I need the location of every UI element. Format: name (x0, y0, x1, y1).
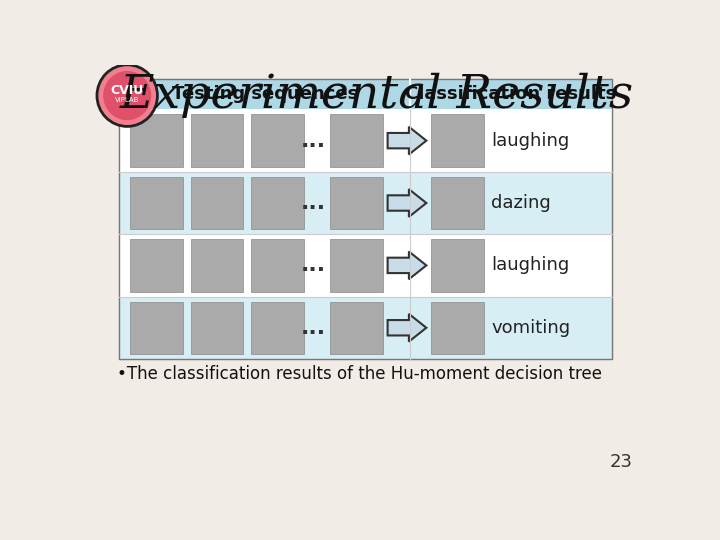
FancyBboxPatch shape (431, 177, 484, 229)
Text: vomiting: vomiting (492, 319, 570, 337)
Polygon shape (387, 314, 426, 342)
FancyBboxPatch shape (130, 301, 183, 354)
FancyBboxPatch shape (120, 296, 611, 359)
FancyBboxPatch shape (431, 239, 484, 292)
FancyBboxPatch shape (251, 177, 304, 229)
FancyBboxPatch shape (330, 239, 383, 292)
Polygon shape (387, 252, 426, 279)
Ellipse shape (103, 71, 151, 120)
Text: VIPLAB: VIPLAB (115, 97, 140, 103)
Polygon shape (387, 127, 426, 154)
Text: Experimental Results: Experimental Results (120, 73, 634, 118)
FancyBboxPatch shape (251, 114, 304, 167)
FancyBboxPatch shape (120, 79, 611, 110)
Text: ...: ... (301, 318, 325, 338)
Text: Testing sequences: Testing sequences (171, 85, 358, 103)
FancyBboxPatch shape (130, 177, 183, 229)
FancyBboxPatch shape (330, 177, 383, 229)
Text: laughing: laughing (492, 256, 570, 274)
FancyBboxPatch shape (130, 114, 183, 167)
Text: •The classification results of the Hu-moment decision tree: •The classification results of the Hu-mo… (117, 366, 602, 383)
FancyBboxPatch shape (251, 301, 304, 354)
FancyBboxPatch shape (431, 301, 484, 354)
Text: ...: ... (301, 193, 325, 213)
FancyBboxPatch shape (191, 114, 243, 167)
FancyBboxPatch shape (130, 239, 183, 292)
FancyBboxPatch shape (191, 177, 243, 229)
FancyBboxPatch shape (251, 239, 304, 292)
FancyBboxPatch shape (120, 79, 611, 359)
FancyBboxPatch shape (120, 110, 611, 172)
FancyBboxPatch shape (120, 172, 611, 234)
Text: ...: ... (301, 255, 325, 275)
FancyBboxPatch shape (191, 239, 243, 292)
Text: laughing: laughing (492, 132, 570, 150)
FancyBboxPatch shape (191, 301, 243, 354)
Text: CVIU: CVIU (111, 84, 144, 97)
Text: Classification results: Classification results (405, 85, 616, 103)
Ellipse shape (97, 65, 158, 126)
Text: ...: ... (301, 131, 325, 151)
Polygon shape (387, 189, 426, 217)
FancyBboxPatch shape (330, 114, 383, 167)
Text: 23: 23 (610, 454, 632, 471)
FancyBboxPatch shape (330, 301, 383, 354)
Text: dazing: dazing (492, 194, 552, 212)
FancyBboxPatch shape (431, 114, 484, 167)
FancyBboxPatch shape (120, 234, 611, 296)
